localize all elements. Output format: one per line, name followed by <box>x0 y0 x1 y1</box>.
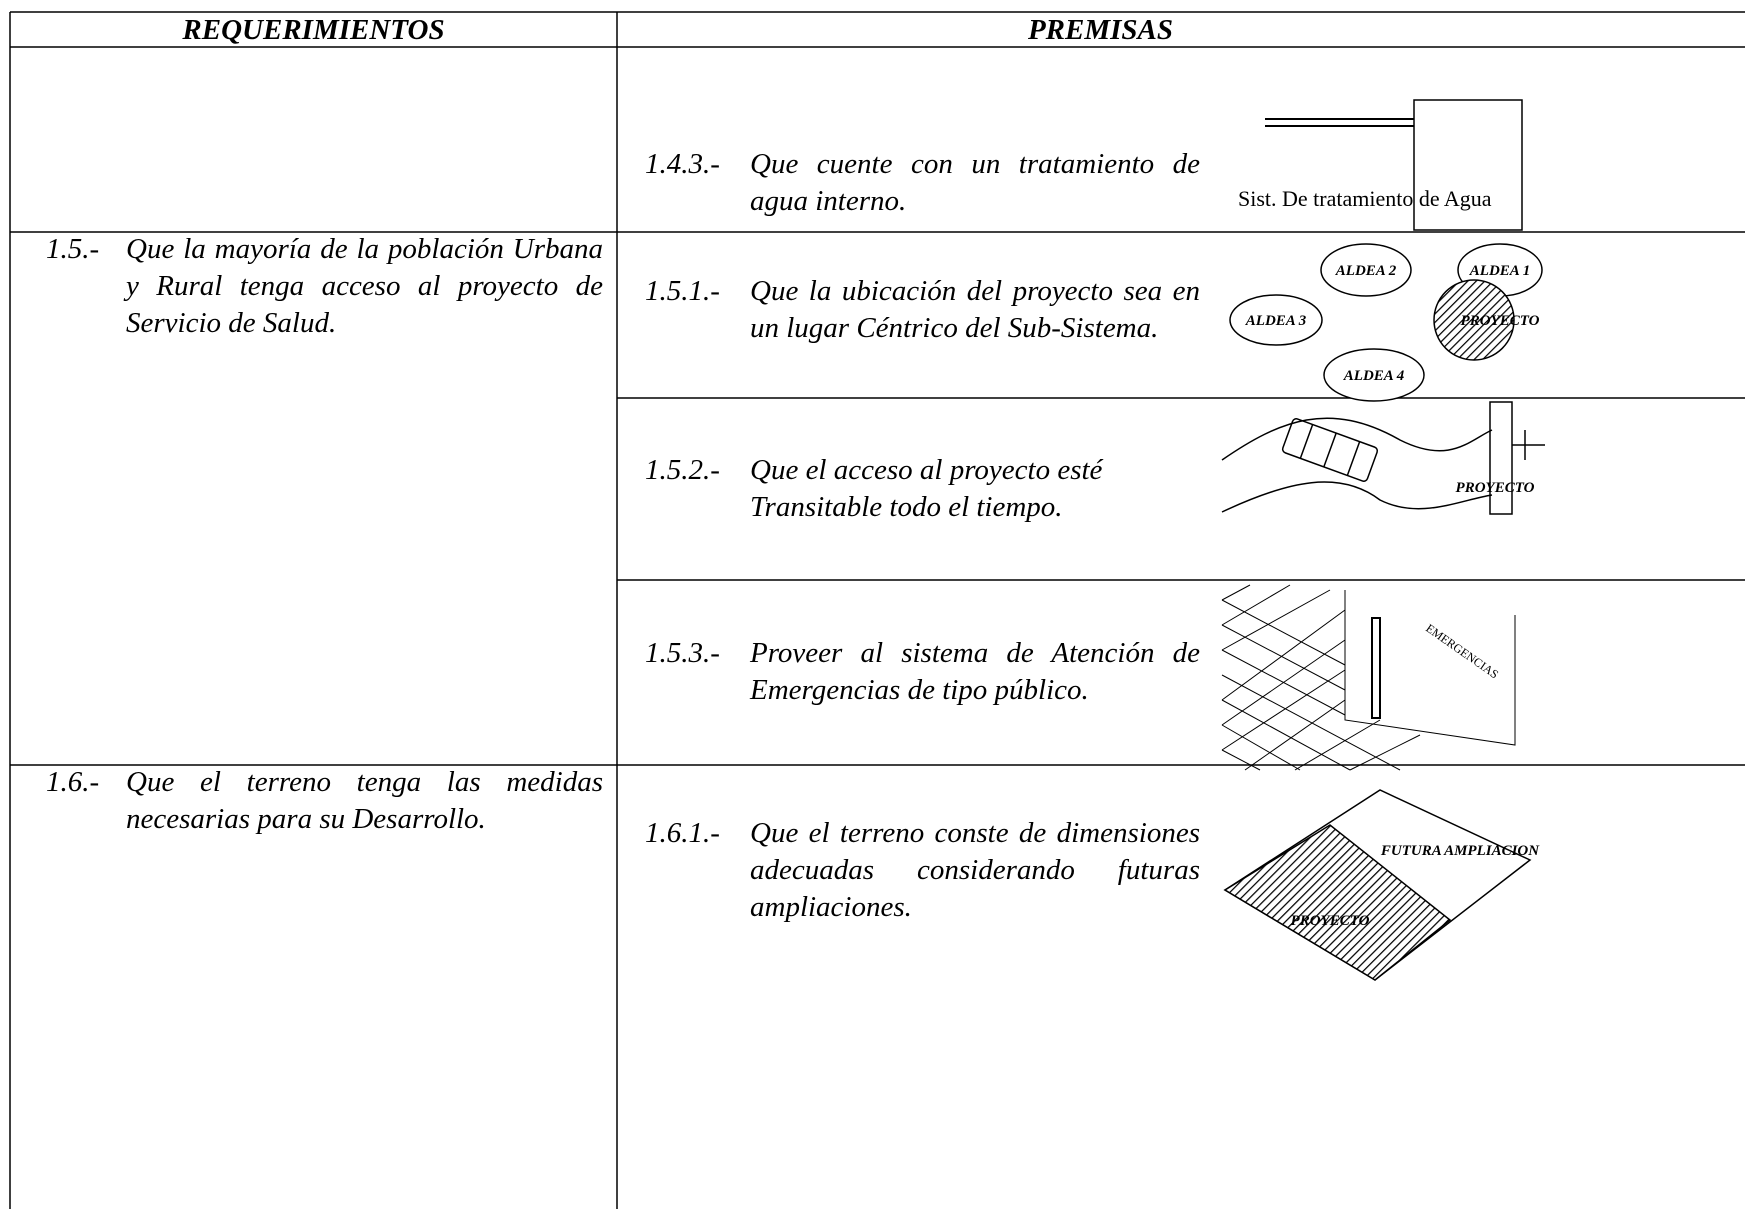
column-header: REQUERIMIENTOS <box>182 14 445 46</box>
item-number: 1.5.2.- <box>645 454 720 486</box>
figure-label: ALDEA 3 <box>1245 313 1307 329</box>
figure-label: ALDEA 2 <box>1335 263 1397 279</box>
emergency-figure <box>1221 584 1516 771</box>
item-number: 1.6.- <box>46 766 100 798</box>
figure-label: ALDEA 1 <box>1469 263 1530 279</box>
requirement: 1.5.- Que la mayoría de la población Urb… <box>46 231 603 342</box>
terrain-figure <box>1223 789 1532 981</box>
item-number: 1.6.1.- <box>645 817 720 849</box>
premise: 1.5.2.- Que el acceso al proyecto esté T… <box>645 452 1200 526</box>
item-number: 1.5.- <box>46 233 100 265</box>
item-text: Que el terreno conste de dimensiones ade… <box>750 817 1200 923</box>
premise: 1.5.1.- Que la ubicación del proyecto se… <box>645 273 1200 347</box>
grid-lines <box>9 11 1745 1209</box>
premise: 1.4.3.- Que cuente con un tratamiento de… <box>645 146 1200 220</box>
item-number: 1.5.3.- <box>645 637 720 669</box>
premise: 1.5.3.- Proveer al sistema de Atención d… <box>645 635 1200 709</box>
item-text: Que el acceso al proyecto esté Transitab… <box>750 454 1103 523</box>
road-figure <box>1221 401 1545 515</box>
item-text: Que cuente con un tratamiento de agua in… <box>750 148 1200 217</box>
item-number: 1.5.1.- <box>645 275 720 307</box>
figure-label: FUTURA AMPLIACION <box>1380 843 1540 859</box>
figure-label: PROYECTO <box>1291 913 1370 929</box>
figure-label: EMERGENCIAS <box>1423 621 1501 681</box>
item-number: 1.4.3.- <box>645 148 720 180</box>
item-text: Que la mayoría de la población Urbana y … <box>126 233 603 339</box>
figure-label: Sist. De tratamiento de Agua <box>1238 186 1492 211</box>
item-text: Que el terreno tenga las medidas necesar… <box>126 766 603 835</box>
water-figure: Sist. De tratamiento de Agua <box>1238 99 1523 231</box>
item-text: Que la ubicación del proyecto sea en un … <box>750 275 1200 344</box>
figure-label: ALDEA 4 <box>1343 368 1405 384</box>
item-text: Proveer al sistema de Atención de Emerge… <box>750 637 1200 706</box>
premise: 1.6.1.- Que el terreno conste de dimensi… <box>645 815 1200 926</box>
villages-figure <box>1229 243 1543 402</box>
figure-label: PROYECTO <box>1456 480 1535 496</box>
requirement: 1.6.- Que el terreno tenga las medidas n… <box>46 764 603 838</box>
figure-label: PROYECTO <box>1461 313 1540 329</box>
column-header: PREMISAS <box>1027 14 1174 46</box>
